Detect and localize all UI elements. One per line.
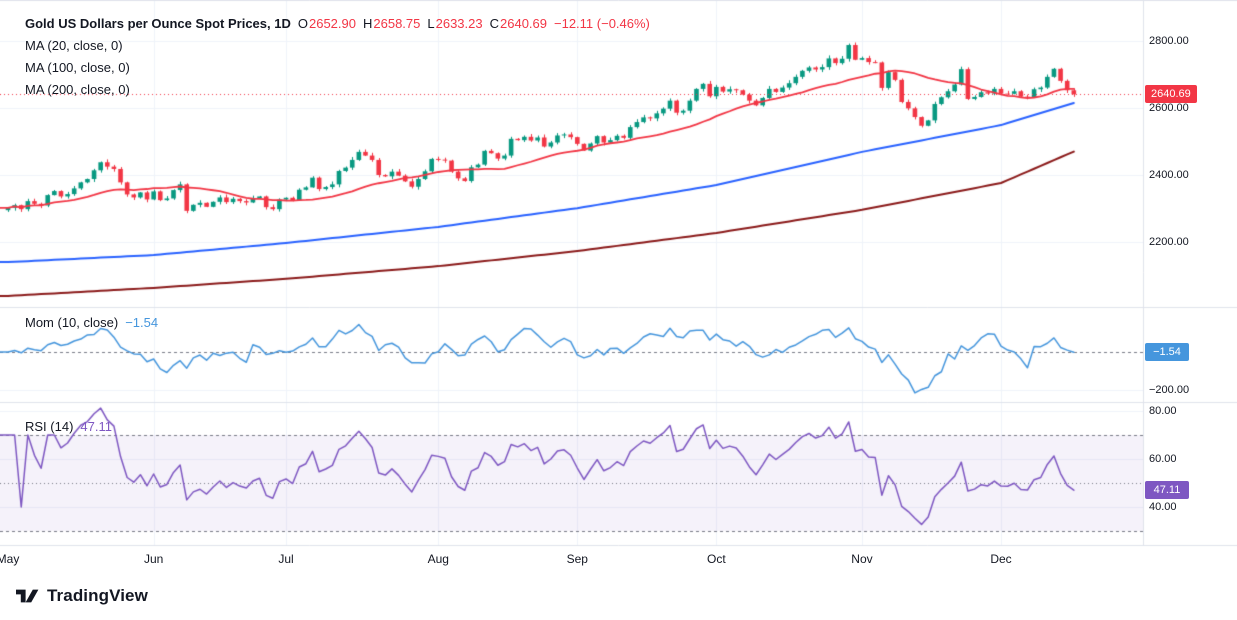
tradingview-logo-icon — [16, 589, 39, 603]
high-value: H2658.75 — [363, 16, 420, 31]
open-number: 2652.90 — [308, 16, 356, 31]
close-value: C2640.69 — [490, 16, 547, 31]
time-axis-label-nov: Nov — [851, 552, 873, 566]
momentum-badge: −1.54 — [1145, 343, 1189, 362]
momentum-value: −1.54 — [125, 315, 159, 330]
low-label: L — [427, 16, 435, 31]
rsi-axis-label: 40.00 — [1149, 501, 1177, 513]
low-value: L2633.23 — [427, 16, 482, 31]
open-label: O — [297, 16, 308, 31]
high-label: H — [362, 16, 373, 31]
rsi-badge: 47.11 — [1145, 480, 1189, 499]
last-price-badge: 2640.69 — [1145, 85, 1197, 104]
time-axis-label-dec: Dec — [990, 552, 1012, 566]
time-axis-label-may: May — [0, 552, 20, 566]
price-axis-label: 2200.00 — [1149, 236, 1189, 248]
rsi-legend[interactable]: RSI (14) 47.11 — [25, 419, 112, 434]
ma100-legend[interactable]: MA (100, close, 0) — [25, 60, 130, 75]
price-axis-label: 2400.00 — [1149, 169, 1189, 181]
symbol-title[interactable]: Gold US Dollars per Ounce Spot Prices, 1… — [25, 16, 291, 31]
rsi-value: 47.11 — [80, 419, 112, 434]
close-number: 2640.69 — [500, 16, 547, 31]
rsi-axis-label: 80.00 — [1149, 405, 1177, 417]
high-number: 2658.75 — [373, 16, 421, 31]
open-value: O2652.90 — [298, 16, 356, 31]
price-axis[interactable]: 2640.69 −1.54 47.11 2800.00 2600.00 2400.0… — [1143, 0, 1237, 545]
main-legend: Gold US Dollars per Ounce Spot Prices, 1… — [25, 13, 650, 101]
time-axis-label-jul: Jul — [278, 552, 294, 566]
ma200-legend[interactable]: MA (200, close, 0) — [25, 82, 130, 97]
ma20-legend[interactable]: MA (20, close, 0) — [25, 38, 123, 53]
time-axis-label-jun: Jun — [143, 552, 164, 566]
time-axis[interactable]: May Jun Jul Aug Sep Oct Nov Dec — [0, 551, 1143, 569]
change-value: −12.11 (−0.46%) — [554, 16, 650, 31]
rsi-label: RSI (14) — [25, 419, 74, 434]
time-axis-label-aug: Aug — [427, 552, 449, 566]
chart-canvas[interactable] — [0, 0, 1237, 575]
close-label: C — [489, 16, 499, 31]
momentum-axis-label: −200.00 — [1149, 384, 1190, 396]
price-axis-label: 2800.00 — [1149, 35, 1189, 47]
momentum-label: Mom (10, close) — [25, 315, 119, 330]
time-axis-label-oct: Oct — [706, 552, 726, 566]
time-axis-label-sep: Sep — [566, 552, 588, 566]
rsi-axis-label: 60.00 — [1149, 453, 1177, 465]
low-number: 2633.23 — [435, 16, 483, 31]
price-axis-label: 2600.00 — [1149, 102, 1189, 114]
tradingview-logo[interactable]: TradingView — [16, 586, 148, 606]
momentum-legend[interactable]: Mom (10, close) −1.54 — [25, 315, 158, 330]
symbol-row[interactable]: Gold US Dollars per Ounce Spot Prices, 1… — [25, 13, 650, 35]
tradingview-logo-text: TradingView — [47, 586, 148, 605]
